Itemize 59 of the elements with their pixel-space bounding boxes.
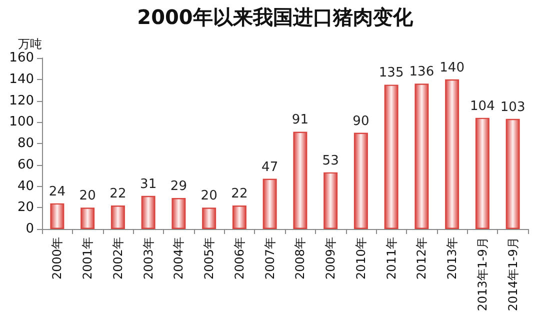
bar [232, 205, 246, 229]
x-tick-label: 2008年 [293, 237, 308, 280]
data-label: 22 [110, 186, 126, 202]
x-tick-label: 2004年 [172, 237, 186, 280]
y-tick-label: 80 [17, 136, 34, 151]
y-tick-label: 0 [26, 222, 34, 236]
x-tick-label: 2011年 [384, 237, 398, 280]
y-tick-label: 20 [17, 200, 34, 216]
data-label: 20 [79, 188, 96, 204]
x-tick-label: 2002年 [110, 237, 125, 280]
x-tick-label: 2013年1-9月 [475, 237, 490, 312]
x-tick-label: 2003年 [141, 237, 156, 280]
data-label: 20 [200, 188, 218, 204]
y-tick-label: 160 [9, 50, 34, 66]
x-tick-label: 2012年 [414, 237, 429, 280]
y-tick-label: 100 [9, 114, 34, 130]
y-tick-label: 120 [9, 93, 34, 108]
data-label: 140 [440, 60, 464, 76]
bar [80, 208, 95, 229]
bar [445, 79, 460, 229]
data-label: 31 [140, 176, 157, 192]
x-tick-label: 2005年 [202, 237, 216, 280]
data-label: 91 [292, 112, 308, 128]
data-label: 47 [262, 160, 278, 175]
bar [141, 196, 156, 229]
data-label: 136 [409, 64, 434, 80]
y-tick-label: 140 [9, 72, 34, 87]
data-label: 29 [170, 179, 187, 194]
x-tick-label: 2010年 [354, 237, 368, 280]
data-label: 135 [378, 66, 404, 81]
x-tick-label: 2000年 [50, 237, 64, 280]
bar [506, 118, 520, 229]
data-label: 103 [500, 100, 526, 115]
data-label: 53 [322, 153, 339, 168]
x-tick-label: 2014年1-9月 [506, 237, 520, 312]
x-tick-label: 2007年 [262, 237, 277, 280]
bar [414, 84, 429, 229]
chart-title: 2000年以来我国进口猪肉变化 [137, 5, 414, 29]
bar [293, 132, 308, 229]
bar [202, 208, 216, 229]
x-tick-label: 2013年 [445, 237, 460, 280]
x-tick-label: 2001年 [80, 237, 95, 280]
bar [475, 118, 490, 229]
x-tick-label: 2009年 [324, 237, 338, 280]
bar [262, 178, 277, 229]
bar [324, 172, 338, 229]
y-tick-label: 40 [17, 178, 34, 194]
data-label: 90 [352, 114, 370, 129]
bar [50, 203, 64, 229]
bar [172, 198, 186, 229]
data-label: 22 [231, 186, 248, 202]
bar [384, 84, 398, 229]
data-label: 24 [48, 184, 66, 200]
bar [110, 205, 125, 229]
data-label: 104 [470, 98, 495, 114]
y-tick-label: 60 [17, 157, 34, 172]
x-tick-label: 2006年 [232, 237, 246, 280]
bar [354, 132, 368, 229]
y-axis-title: 万吨 [18, 37, 42, 51]
